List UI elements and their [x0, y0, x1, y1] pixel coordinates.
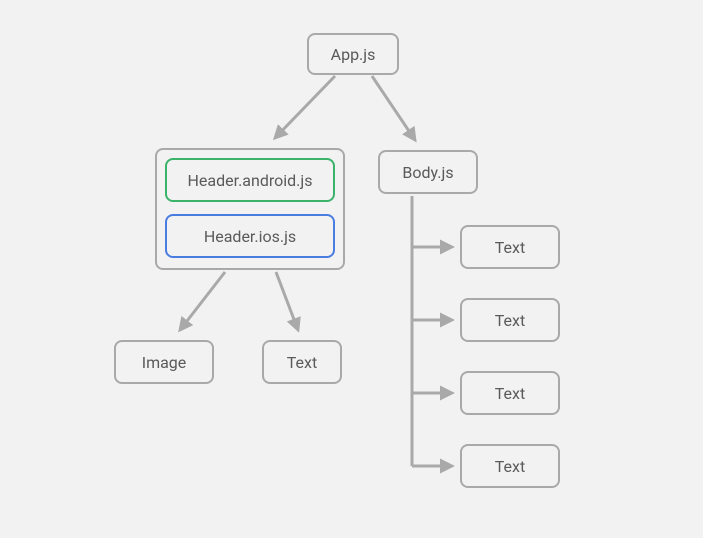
node-text1: Text: [460, 225, 560, 269]
diagram-canvas: App.js Header.android.js Header.ios.js Body…: [0, 0, 703, 538]
node-label-text2: Text: [495, 311, 525, 330]
node-textH: Text: [262, 340, 342, 384]
node-text4: Text: [460, 444, 560, 488]
node-label-app: App.js: [331, 45, 376, 64]
node-label-text4: Text: [495, 457, 525, 476]
node-label-image: Image: [142, 353, 187, 372]
node-headerAndroid: Header.android.js: [165, 158, 335, 202]
node-label-headerAndroid: Header.android.js: [188, 171, 313, 190]
node-app: App.js: [307, 33, 399, 75]
node-text3: Text: [460, 371, 560, 415]
node-label-text1: Text: [495, 238, 525, 257]
node-body: Body.js: [378, 150, 478, 194]
node-text2: Text: [460, 298, 560, 342]
node-label-body: Body.js: [402, 163, 453, 182]
node-label-headerIos: Header.ios.js: [204, 227, 296, 246]
node-image: Image: [114, 340, 214, 384]
edges-layer: [0, 0, 703, 538]
node-label-textH: Text: [287, 353, 317, 372]
node-headerIos: Header.ios.js: [165, 214, 335, 258]
node-label-text3: Text: [495, 384, 525, 403]
